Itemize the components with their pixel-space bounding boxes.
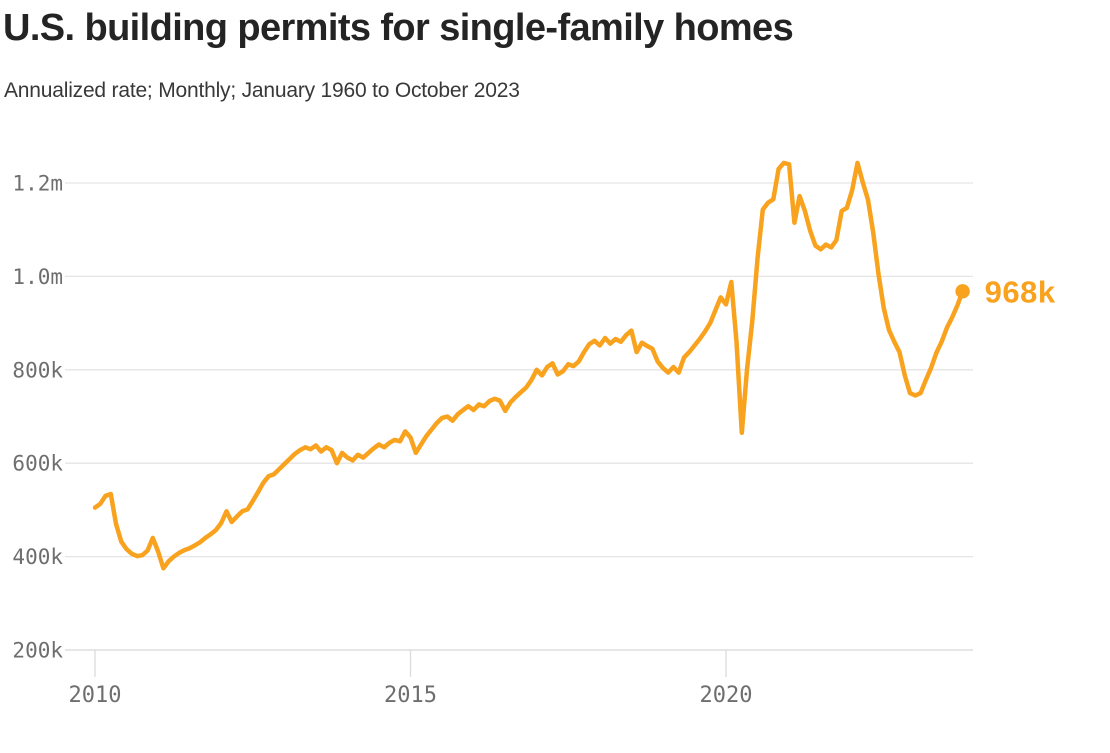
y-axis-tick-label: 400k xyxy=(12,545,63,569)
chart-title: U.S. building permits for single-family … xyxy=(3,7,794,49)
permits-line-series xyxy=(92,160,965,571)
y-axis-tick-label: 800k xyxy=(12,358,63,382)
x-axis-tick-label: 2010 xyxy=(69,683,122,708)
x-axis-tick-label: 2020 xyxy=(700,683,753,708)
x-axis-tick-label: 2015 xyxy=(384,683,437,708)
chart-subtitle: Annualized rate; Monthly; January 1960 t… xyxy=(4,79,520,102)
y-axis-tick-label: 200k xyxy=(12,639,63,663)
y-axis-tick-label: 600k xyxy=(12,452,63,476)
y-axis-tick-label: 1.0m xyxy=(12,265,63,289)
end-point-dot xyxy=(955,284,970,299)
end-value-label: 968k xyxy=(985,274,1056,309)
y-axis-tick-label: 1.2m xyxy=(12,172,63,196)
